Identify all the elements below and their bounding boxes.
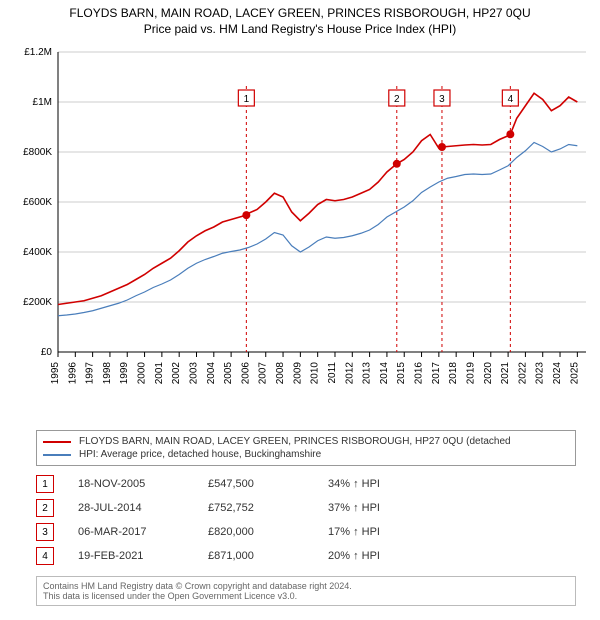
sale-marker-dot [242,211,250,219]
x-tick-label: 1996 [67,362,78,385]
x-tick-label: 2004 [206,362,217,385]
legend-swatch [43,454,71,456]
legend-swatch [43,441,71,443]
x-tick-label: 1997 [85,362,96,385]
x-tick-label: 1999 [119,362,130,385]
legend-row: FLOYDS BARN, MAIN ROAD, LACEY GREEN, PRI… [43,435,569,448]
x-tick-label: 2019 [465,362,476,385]
x-tick-label: 2020 [483,362,494,385]
y-tick-label: £400K [23,247,52,258]
x-tick-label: 2000 [137,362,148,385]
chart-container: FLOYDS BARN, MAIN ROAD, LACEY GREEN, PRI… [0,0,600,620]
sales-row: 1 18-NOV-2005£547,50034% ↑ HPI [36,472,576,496]
y-tick-label: £1.2M [24,47,52,58]
x-tick-label: 2014 [379,362,390,385]
sale-date: 06-MAR-2017 [78,526,208,538]
x-tick-label: 2006 [240,362,251,385]
x-tick-label: 2015 [396,362,407,385]
sale-percent: 17% ↑ HPI [328,526,448,538]
sale-marker-dot [506,130,514,138]
sale-price: £871,000 [208,550,328,562]
sale-price: £752,752 [208,502,328,514]
x-tick-label: 2007 [258,362,269,385]
x-tick-label: 2010 [310,362,321,385]
x-tick-label: 2025 [569,362,580,385]
legend: FLOYDS BARN, MAIN ROAD, LACEY GREEN, PRI… [36,430,576,466]
chart-plot-area: £0 £200K £400K £600K £800K £1M £1.2M 1995 1996 19… [10,42,590,422]
footer-line-1: Contains HM Land Registry data © Crown c… [43,581,569,591]
sale-number-box: 3 [36,523,54,541]
sales-row: 4 19-FEB-2021£871,00020% ↑ HPI [36,544,576,568]
sale-marker-dot [438,143,446,151]
y-tick-label: £600K [23,197,52,208]
footer-line-2: This data is licensed under the Open Gov… [43,591,569,601]
x-tick-label: 2021 [500,362,511,385]
x-tick-label: 2005 [223,362,234,385]
sale-percent: 37% ↑ HPI [328,502,448,514]
legend-label: FLOYDS BARN, MAIN ROAD, LACEY GREEN, PRI… [79,436,511,447]
y-tick-label: £200K [23,297,52,308]
x-tick-label: 2012 [344,362,355,385]
y-tick-label: £0 [41,347,53,358]
sale-number-box: 4 [36,547,54,565]
y-tick-label: £1M [33,97,52,108]
x-tick-label: 2016 [414,362,425,385]
chart-subtitle: Price paid vs. HM Land Registry's House … [0,20,600,36]
x-tick-label: 2008 [275,362,286,385]
y-tick-label: £800K [23,147,52,158]
sale-marker-number: 4 [508,94,514,105]
sale-marker-dot [393,160,401,168]
x-tick-label: 2009 [292,362,303,385]
sale-percent: 20% ↑ HPI [328,550,448,562]
x-tick-label: 2022 [517,362,528,385]
sales-table: 1 18-NOV-2005£547,50034% ↑ HPI 2 28-JUL-201… [36,472,576,568]
x-tick-label: 2018 [448,362,459,385]
x-tick-label: 1995 [50,362,61,385]
legend-label: HPI: Average price, detached house, Buck… [79,449,321,460]
x-tick-label: 1998 [102,362,113,385]
sale-date: 19-FEB-2021 [78,550,208,562]
chart-title: FLOYDS BARN, MAIN ROAD, LACEY GREEN, PRI… [0,0,600,20]
sale-price: £547,500 [208,478,328,490]
x-tick-label: 2003 [188,362,199,385]
sale-marker-number: 1 [244,94,250,105]
x-tick-label: 2002 [171,362,182,385]
sale-price: £820,000 [208,526,328,538]
series-hpi [58,143,577,316]
x-tick-label: 2017 [431,362,442,385]
x-tick-label: 2024 [552,362,563,385]
x-tick-label: 2023 [535,362,546,385]
sale-percent: 34% ↑ HPI [328,478,448,490]
sale-number-box: 2 [36,499,54,517]
sale-date: 18-NOV-2005 [78,478,208,490]
x-tick-label: 2011 [327,362,338,384]
footer-attribution: Contains HM Land Registry data © Crown c… [36,576,576,606]
legend-row: HPI: Average price, detached house, Buck… [43,448,569,461]
sales-row: 3 06-MAR-2017£820,00017% ↑ HPI [36,520,576,544]
sale-marker-number: 3 [439,94,445,105]
sales-row: 2 28-JUL-2014£752,75237% ↑ HPI [36,496,576,520]
sale-number-box: 1 [36,475,54,493]
sale-marker-number: 2 [394,94,400,105]
series-property [58,93,577,304]
x-tick-label: 2013 [362,362,373,385]
sale-date: 28-JUL-2014 [78,502,208,514]
x-tick-label: 2001 [154,362,165,385]
